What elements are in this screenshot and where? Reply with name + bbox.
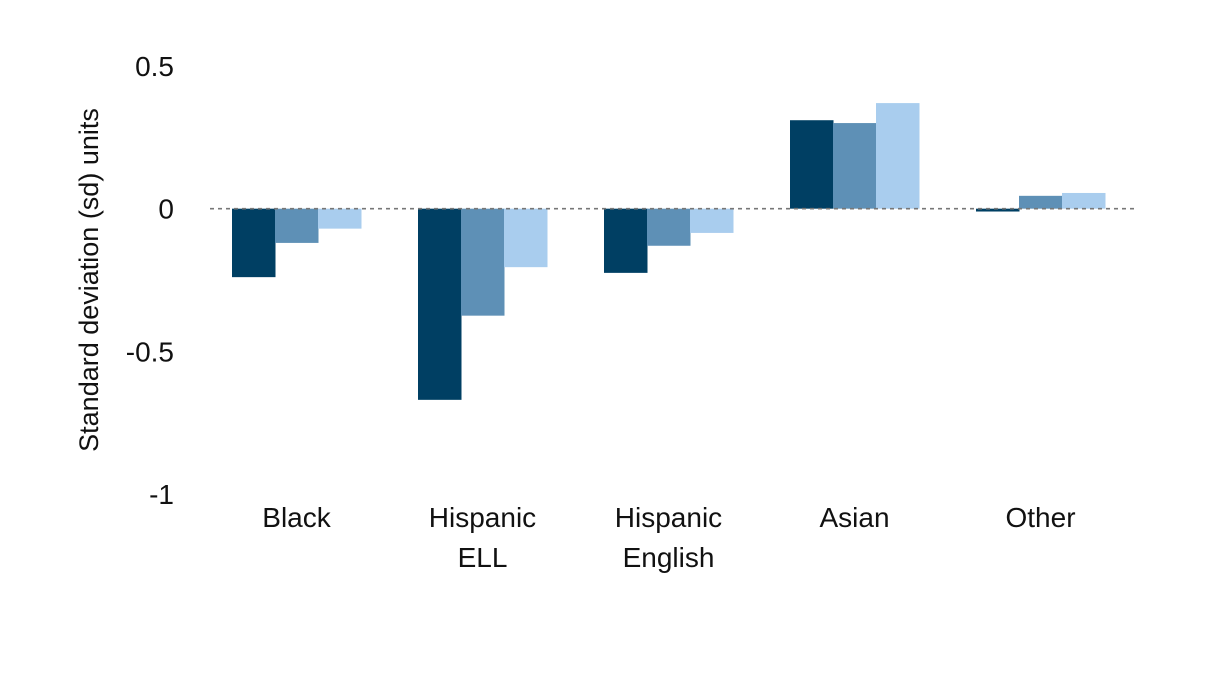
bar: [418, 208, 462, 400]
y-axis-ticks: 0.5 0 -0.5 -1: [126, 51, 174, 510]
bars: [232, 103, 1106, 400]
x-category-label: Hispanic: [429, 502, 536, 533]
bar: [504, 208, 548, 268]
x-category-label: Other: [1005, 502, 1075, 533]
bar: [647, 208, 691, 246]
y-axis-title-group: Standard deviation (sd) units: [74, 108, 104, 452]
bar: [461, 208, 505, 316]
x-category-label: Hispanic: [615, 502, 722, 533]
x-category-label: Black: [262, 502, 331, 533]
y-tick-label: -0.5: [126, 336, 174, 367]
y-axis-title: Standard deviation (sd) units: [74, 108, 104, 452]
bar: [1062, 192, 1106, 209]
category-labels: Black Hispanic ELL Hispanic English Asian Othe…: [262, 502, 1075, 573]
x-category-label: Asian: [819, 502, 889, 533]
bar: [876, 103, 920, 209]
x-category-label: English: [623, 542, 715, 573]
bar: [833, 123, 877, 209]
bar: [690, 208, 734, 233]
x-category-label: ELL: [458, 542, 508, 573]
y-tick-label: 0: [158, 194, 174, 225]
bar: [976, 208, 1020, 212]
bar: [275, 208, 319, 243]
bar: [604, 208, 648, 273]
y-tick-label: 0.5: [135, 51, 174, 82]
y-tick-label: -1: [149, 479, 174, 510]
bar: [318, 208, 362, 229]
bar: [790, 120, 834, 209]
bar: [1019, 195, 1063, 209]
bar: [232, 208, 276, 278]
